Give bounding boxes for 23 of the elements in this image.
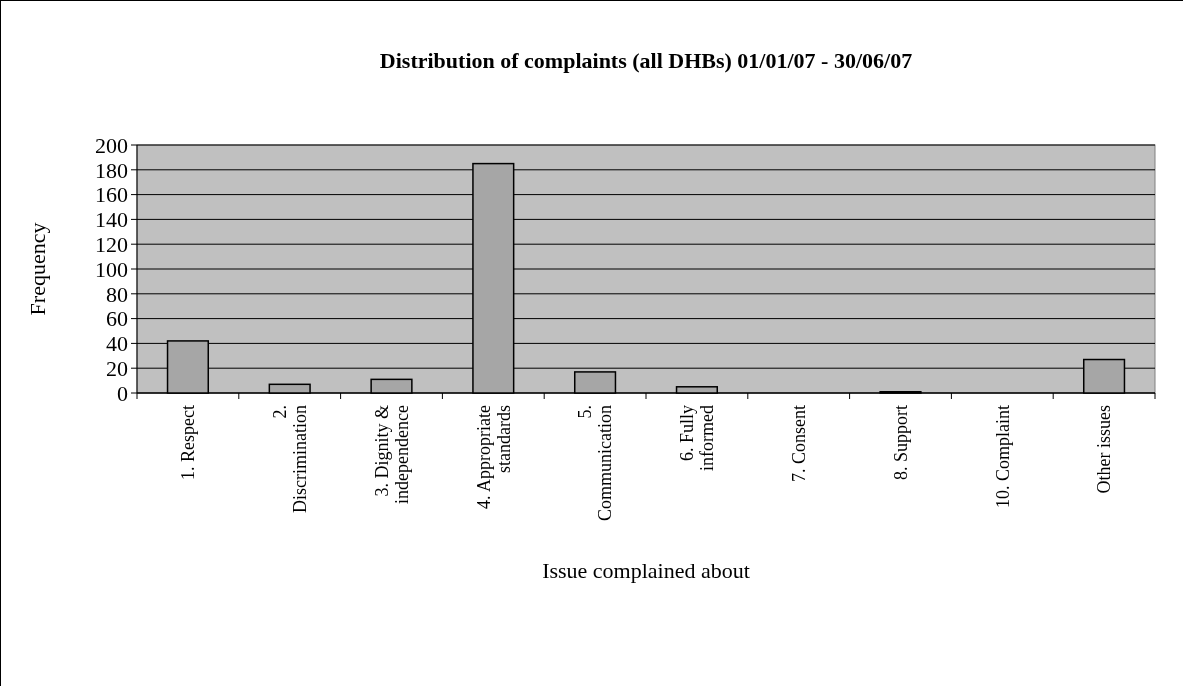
x-tick-label: 7. Consent — [789, 405, 809, 483]
x-tick-label: Other issues — [1094, 405, 1115, 494]
x-tick-label: 2. Discrimination — [270, 405, 310, 513]
x-tick-label: 6. Fully informed — [677, 405, 718, 471]
y-tick-label: 100 — [95, 256, 128, 282]
x-tick-label: 3. Dignity & independence — [371, 405, 412, 504]
y-tick-label: 200 — [95, 132, 128, 158]
chart-title: Distribution of complaints (all DHBs) 01/01/07 - 30/06/07 — [379, 48, 913, 73]
y-tick-label: 140 — [95, 207, 128, 233]
y-tick-label: 60 — [106, 306, 128, 332]
x-tick-label: 10. Complaint — [992, 405, 1013, 508]
y-tick-label: 40 — [106, 331, 128, 357]
x-tick-label: 8. Support — [890, 405, 911, 481]
y-axis-title: Frequency — [25, 222, 50, 316]
y-tick-label: 180 — [95, 157, 128, 183]
y-tick-label: 20 — [106, 355, 128, 381]
y-tick-label: 160 — [95, 182, 128, 208]
x-tick-label: 4. Appropriate standards — [473, 405, 514, 509]
y-tick-label: 0 — [117, 380, 128, 406]
x-tick-label: 1. Respect — [178, 405, 199, 480]
y-tick-label: 120 — [95, 231, 128, 257]
x-axis-title: Issue complained about — [542, 558, 750, 583]
y-tick-label: 80 — [106, 281, 128, 307]
